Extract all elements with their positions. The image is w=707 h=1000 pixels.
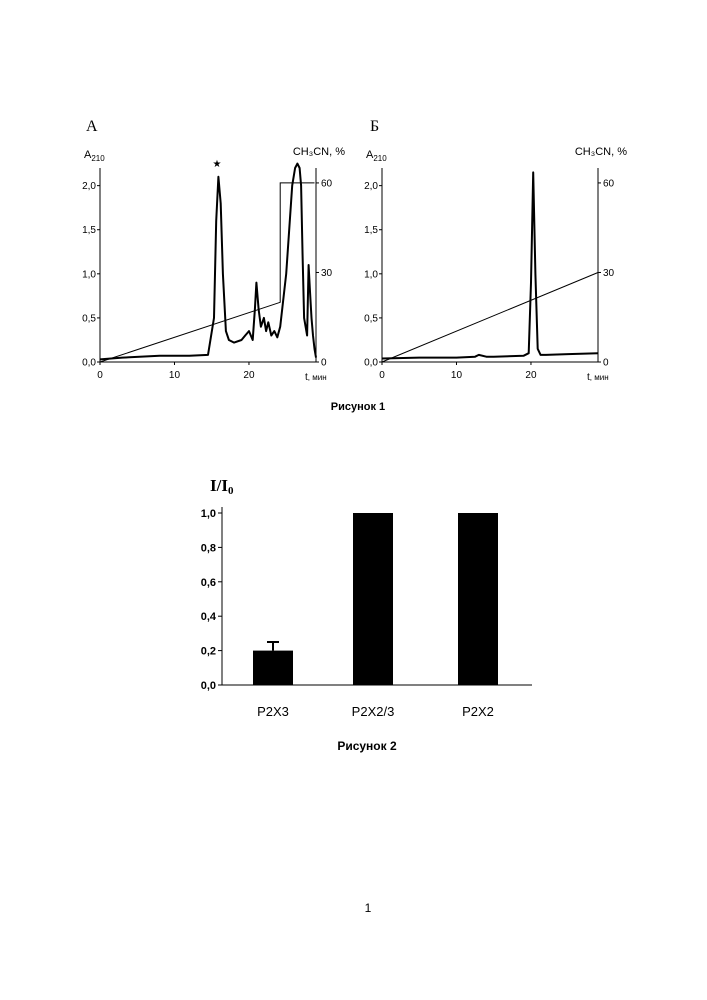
y-tick-label-b: 1,5: [364, 225, 378, 236]
y-tick-label-a: 0,5: [82, 313, 96, 324]
y-tick-label-a: 0,0: [82, 358, 96, 369]
page-number: 1: [365, 901, 372, 915]
y-tick-label-bar: 0,0: [201, 680, 216, 692]
bar-p2x2-3: [353, 513, 393, 685]
y-tick-label-b: 2,0: [364, 181, 378, 192]
category-label-bar: P2X3: [257, 704, 289, 719]
panel-label-a: А: [86, 118, 98, 135]
y2-tick-label-a: 0: [321, 358, 327, 369]
x-tick-label-b: 10: [451, 370, 463, 381]
figure-1-caption: Рисунок 1: [331, 401, 385, 413]
y-axis-label-bar: I/I0: [210, 476, 234, 497]
y-tick-label-a: 2,0: [82, 181, 96, 192]
y-tick-label-bar: 0,6: [201, 577, 216, 589]
y-tick-label-b: 0,0: [364, 358, 378, 369]
x-tick-label-b: 20: [525, 370, 537, 381]
x-tick-label-a: 10: [169, 370, 181, 381]
category-label-bar: P2X2: [462, 704, 494, 719]
x-tick-label-b: 0: [379, 370, 385, 381]
y2-axis-label-a: CH₃CN, %: [293, 146, 345, 158]
x-axis-label-a: t, мин: [305, 372, 327, 383]
chromatogram-a: А A210 CH₃CN, % ★ t, мин 0,0 0,5 1,0 1,5 2,0…: [82, 118, 345, 383]
y2-axis-label-b: CH₃CN, %: [575, 146, 627, 158]
y-tick-label-b: 1,0: [364, 269, 378, 280]
x-tick-label-a: 20: [243, 370, 255, 381]
panel-label-b: Б: [370, 118, 379, 135]
y-tick-label-b: 0,5: [364, 313, 378, 324]
y-tick-label-a: 1,0: [82, 269, 96, 280]
y2-tick-label-b: 0: [603, 358, 609, 369]
y2-tick-label-b: 30: [603, 268, 615, 279]
y2-tick-label-a: 30: [321, 268, 333, 279]
y-tick-label-bar: 1,0: [201, 508, 216, 520]
x-axis-label-b: t, мин: [587, 372, 609, 383]
peak-marker-star: ★: [213, 159, 222, 170]
gradient-line-b: [382, 273, 598, 363]
y-axis-label-b: A210: [366, 149, 387, 163]
gradient-line-a: [100, 183, 315, 362]
absorbance-trace-b: [382, 172, 598, 358]
y2-tick-label-a: 60: [321, 178, 333, 189]
y-axis-label-a: A210: [84, 149, 105, 163]
x-tick-label-a: 0: [97, 370, 103, 381]
y-tick-label-bar: 0,4: [201, 611, 217, 623]
bar-chart: I/I0 0,0 0,2 0,4 0,6 0,8 1,0 P2X3 P2X2/3 P2X2: [201, 476, 532, 719]
category-label-bar: P2X2/3: [352, 704, 395, 719]
bar-p2x3: [253, 651, 293, 685]
y-tick-label-bar: 0,8: [201, 542, 216, 554]
absorbance-trace-a: [100, 164, 316, 360]
y2-tick-label-b: 60: [603, 178, 615, 189]
chromatogram-b: Б A210 CH₃CN, % t, мин 0,0 0,5 1,0 1,5 2,0 0 3…: [364, 118, 627, 383]
figure-2-caption: Рисунок 2: [337, 739, 397, 753]
bar-p2x2: [458, 513, 498, 685]
y-tick-label-a: 1,5: [82, 225, 96, 236]
y-tick-label-bar: 0,2: [201, 646, 216, 658]
